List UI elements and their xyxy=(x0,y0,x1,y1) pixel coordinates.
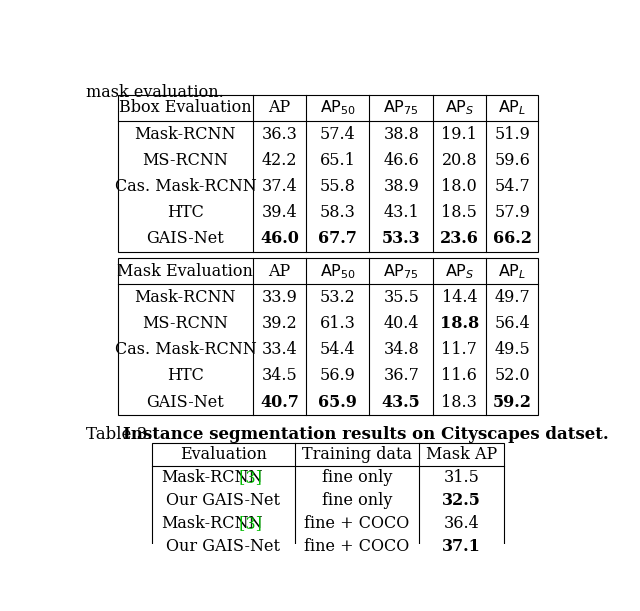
Text: 38.9: 38.9 xyxy=(383,178,419,195)
Text: 46.0: 46.0 xyxy=(260,230,299,247)
Text: 39.2: 39.2 xyxy=(262,315,298,332)
Text: MS-RCNN: MS-RCNN xyxy=(143,315,228,332)
Text: AP: AP xyxy=(268,100,291,117)
Text: Cas. Mask-RCNN: Cas. Mask-RCNN xyxy=(115,178,256,195)
Text: 59.2: 59.2 xyxy=(493,393,532,411)
Text: GAIS-Net: GAIS-Net xyxy=(147,230,224,247)
Text: 55.8: 55.8 xyxy=(320,178,356,195)
Text: AP: AP xyxy=(268,263,291,280)
Text: 20.8: 20.8 xyxy=(442,152,477,169)
Text: 42.2: 42.2 xyxy=(262,152,298,169)
Text: GAIS-Net: GAIS-Net xyxy=(147,393,224,411)
Text: $\mathrm{AP}_{50}$: $\mathrm{AP}_{50}$ xyxy=(319,98,356,117)
Text: Training data: Training data xyxy=(302,446,412,463)
Text: 59.6: 59.6 xyxy=(494,152,530,169)
Text: 38.8: 38.8 xyxy=(383,126,419,142)
Text: 33.9: 33.9 xyxy=(262,289,298,306)
Text: 54.7: 54.7 xyxy=(494,178,530,195)
Text: MS-RCNN: MS-RCNN xyxy=(143,152,228,169)
Text: 49.5: 49.5 xyxy=(494,342,530,358)
Text: 67.7: 67.7 xyxy=(318,230,357,247)
Text: Mask-RCNN: Mask-RCNN xyxy=(161,469,263,486)
Text: Mask-RCNN: Mask-RCNN xyxy=(161,515,263,532)
Text: fine + COCO: fine + COCO xyxy=(305,515,410,532)
Text: mask evaluation.: mask evaluation. xyxy=(86,84,224,101)
Text: $\mathrm{AP}_{S}$: $\mathrm{AP}_{S}$ xyxy=(445,262,474,280)
Bar xyxy=(118,258,538,415)
Text: 31.5: 31.5 xyxy=(444,469,479,486)
Text: Mask-RCNN: Mask-RCNN xyxy=(134,289,236,306)
Text: [3]: [3] xyxy=(234,469,262,486)
Text: 18.5: 18.5 xyxy=(442,204,477,221)
Text: fine only: fine only xyxy=(322,469,392,486)
Text: Our GAIS-Net: Our GAIS-Net xyxy=(166,538,280,555)
Bar xyxy=(118,95,538,252)
Text: $\mathrm{AP}_{L}$: $\mathrm{AP}_{L}$ xyxy=(498,98,526,117)
Text: 49.7: 49.7 xyxy=(494,289,530,306)
Text: Evaluation: Evaluation xyxy=(180,446,267,463)
Text: 65.9: 65.9 xyxy=(318,393,357,411)
Text: 43.5: 43.5 xyxy=(382,393,420,411)
Text: $\mathrm{AP}_{75}$: $\mathrm{AP}_{75}$ xyxy=(383,262,419,280)
Text: 37.4: 37.4 xyxy=(262,178,298,195)
Text: 40.7: 40.7 xyxy=(260,393,299,411)
Text: Mask Evaluation: Mask Evaluation xyxy=(118,263,253,280)
Text: 37.1: 37.1 xyxy=(442,538,481,555)
Bar xyxy=(152,443,504,558)
Text: Bbox Evaluation: Bbox Evaluation xyxy=(119,100,252,117)
Text: 52.0: 52.0 xyxy=(494,367,530,384)
Text: 18.8: 18.8 xyxy=(440,315,479,332)
Text: HTC: HTC xyxy=(167,204,204,221)
Text: 34.5: 34.5 xyxy=(262,367,298,384)
Text: 14.4: 14.4 xyxy=(442,289,477,306)
Text: 65.1: 65.1 xyxy=(320,152,356,169)
Text: Mask AP: Mask AP xyxy=(426,446,497,463)
Text: 56.9: 56.9 xyxy=(320,367,356,384)
Text: 35.5: 35.5 xyxy=(383,289,419,306)
Text: 53.3: 53.3 xyxy=(382,230,420,247)
Text: Table 3.: Table 3. xyxy=(86,426,158,443)
Text: [3]: [3] xyxy=(234,515,262,532)
Text: $\mathrm{AP}_{50}$: $\mathrm{AP}_{50}$ xyxy=(319,262,356,280)
Text: 43.1: 43.1 xyxy=(383,204,419,221)
Text: Mask-RCNN [3]: Mask-RCNN [3] xyxy=(159,469,288,486)
Text: $\mathrm{AP}_{S}$: $\mathrm{AP}_{S}$ xyxy=(445,98,474,117)
Text: 34.8: 34.8 xyxy=(383,342,419,358)
Text: 11.7: 11.7 xyxy=(442,342,477,358)
Text: 36.3: 36.3 xyxy=(262,126,298,142)
Text: 33.4: 33.4 xyxy=(262,342,298,358)
Text: 58.3: 58.3 xyxy=(320,204,356,221)
Text: 32.5: 32.5 xyxy=(442,492,481,509)
Text: fine only: fine only xyxy=(322,492,392,509)
Text: 11.6: 11.6 xyxy=(442,367,477,384)
Text: 54.4: 54.4 xyxy=(320,342,355,358)
Text: 57.9: 57.9 xyxy=(494,204,530,221)
Text: Our GAIS-Net: Our GAIS-Net xyxy=(166,492,280,509)
Text: 56.4: 56.4 xyxy=(494,315,530,332)
Text: fine + COCO: fine + COCO xyxy=(305,538,410,555)
Text: HTC: HTC xyxy=(167,367,204,384)
Text: $\mathrm{AP}_{75}$: $\mathrm{AP}_{75}$ xyxy=(383,98,419,117)
Text: 36.7: 36.7 xyxy=(383,367,419,384)
Text: Mask-RCNN [3]: Mask-RCNN [3] xyxy=(159,515,288,532)
Text: 18.3: 18.3 xyxy=(442,393,477,411)
Text: 39.4: 39.4 xyxy=(262,204,298,221)
Text: 23.6: 23.6 xyxy=(440,230,479,247)
Text: Mask-RCNN: Mask-RCNN xyxy=(134,126,236,142)
Text: $\mathrm{AP}_{L}$: $\mathrm{AP}_{L}$ xyxy=(498,262,526,280)
Text: 19.1: 19.1 xyxy=(442,126,477,142)
Text: Cas. Mask-RCNN: Cas. Mask-RCNN xyxy=(115,342,256,358)
Text: 18.0: 18.0 xyxy=(442,178,477,195)
Text: 66.2: 66.2 xyxy=(493,230,532,247)
Text: 57.4: 57.4 xyxy=(320,126,356,142)
Text: 36.4: 36.4 xyxy=(444,515,479,532)
Text: 51.9: 51.9 xyxy=(494,126,530,142)
Text: Instance segmentation results on Cityscapes datset.: Instance segmentation results on Citysca… xyxy=(123,426,609,443)
Text: 46.6: 46.6 xyxy=(383,152,419,169)
Text: 40.4: 40.4 xyxy=(383,315,419,332)
Text: 53.2: 53.2 xyxy=(320,289,356,306)
Text: 61.3: 61.3 xyxy=(320,315,356,332)
